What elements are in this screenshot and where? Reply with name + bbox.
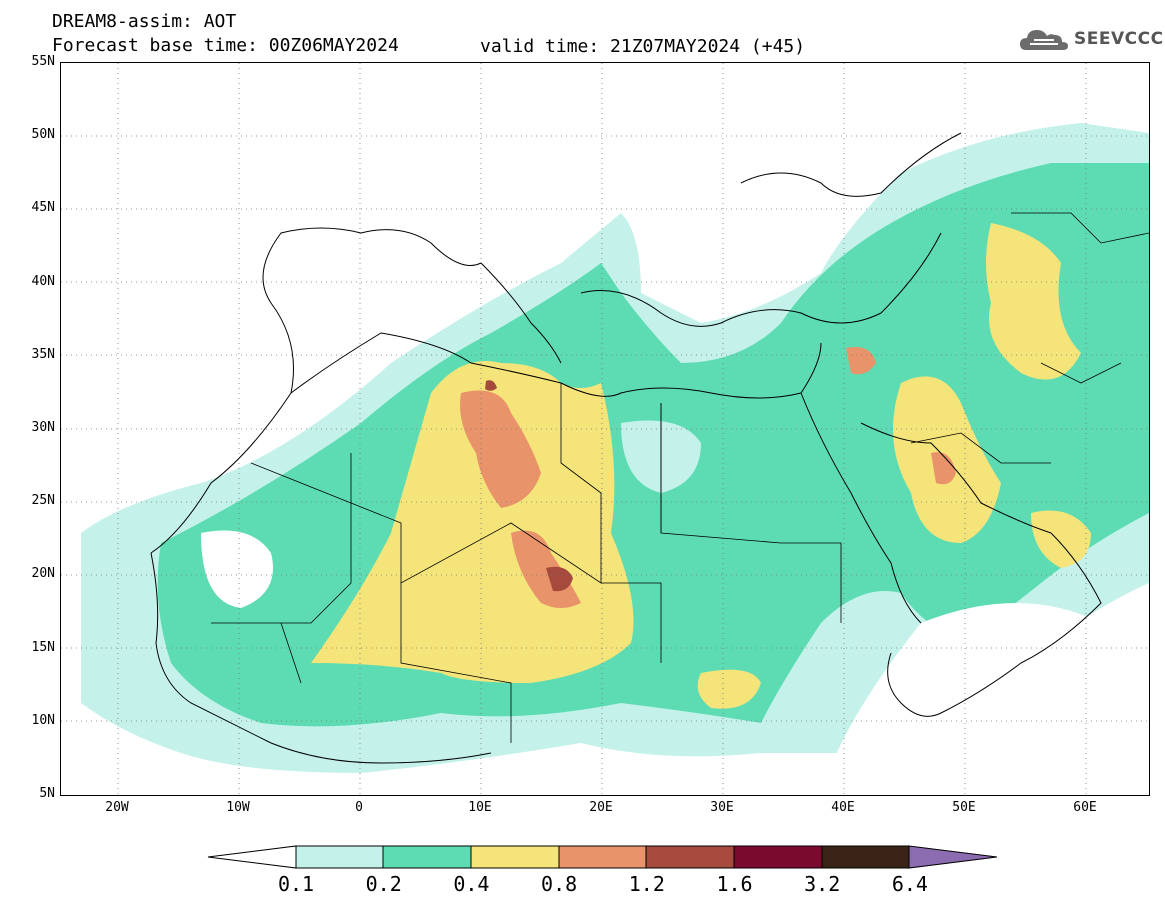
- lat-label: 50N: [31, 127, 55, 143]
- lon-label: 20W: [105, 800, 129, 815]
- lat-label: 25N: [31, 493, 55, 509]
- colorbar-segment: [733, 845, 823, 869]
- seevccc-logo: SEEVCCC: [1018, 24, 1164, 54]
- lon-label: 30E: [710, 800, 734, 815]
- lat-label: 40N: [31, 273, 55, 289]
- colorbar-segment: [821, 845, 910, 869]
- colorbar-tick-label: 0.8: [541, 872, 578, 896]
- colorbar-tick-label: 0.2: [365, 872, 402, 896]
- lon-label: 40E: [831, 800, 855, 815]
- aot-map: [60, 62, 1150, 796]
- colorbar-tick-label: 0.4: [453, 872, 490, 896]
- lat-label: 5N: [39, 786, 55, 801]
- map-canvas: [61, 63, 1149, 795]
- lon-label: 0: [355, 800, 363, 815]
- colorbar-tick-label: 1.6: [716, 872, 753, 896]
- colorbar-segment: [558, 845, 647, 869]
- colorbar-below-triangle: [207, 845, 297, 869]
- country-borders: [211, 212, 1149, 743]
- colorbar-tick-label: 6.4: [891, 872, 928, 896]
- clean-air-area: [201, 530, 273, 608]
- graticule: [61, 63, 1149, 795]
- colorbar-tick-label: 0.1: [277, 872, 315, 896]
- forecast-base-time: Forecast base time: 00Z06MAY2024: [52, 35, 399, 56]
- colorbar-segment: [645, 845, 735, 869]
- colorbar-segment: [295, 845, 384, 869]
- clean-air-area: [821, 603, 1149, 795]
- colorbar-segment: [382, 845, 472, 869]
- lon-label: 10E: [468, 800, 492, 815]
- lat-label: 20N: [31, 566, 55, 582]
- lon-label: 50E: [952, 800, 976, 815]
- lon-label: 60E: [1073, 800, 1097, 815]
- cloud-icon: [1020, 30, 1068, 50]
- colorbar-segment: [470, 845, 560, 869]
- aot-band-0.8: [460, 390, 541, 508]
- lat-label: 15N: [31, 639, 55, 655]
- lon-label: 10W: [226, 800, 250, 815]
- aot-band-1.2: [546, 566, 573, 592]
- lat-label: 55N: [31, 54, 55, 69]
- colorbar-tick-label: 1.2: [628, 872, 665, 896]
- lon-label: 20E: [589, 800, 613, 815]
- aot-band-0.4: [986, 223, 1081, 380]
- lat-label: 10N: [31, 712, 55, 728]
- colorbar-tick-label: 3.2: [804, 872, 841, 896]
- aot-band-1.2: [485, 380, 497, 391]
- map-title: DREAM8-assim: AOT: [52, 11, 237, 32]
- coastlines: [150, 132, 1102, 764]
- lat-label: 35N: [31, 346, 55, 362]
- aot-band-0.4: [1031, 510, 1091, 568]
- lat-label: 30N: [31, 420, 55, 435]
- aot-band-0.4: [697, 669, 761, 709]
- lat-label: 45N: [31, 200, 55, 216]
- valid-time: valid time: 21Z07MAY2024 (+45): [480, 36, 806, 57]
- aot-band-0.8: [931, 452, 956, 485]
- colorbar-above-triangle: [908, 845, 998, 869]
- aot-band-0.8: [846, 347, 876, 375]
- logo-text: SEEVCCC: [1074, 29, 1164, 49]
